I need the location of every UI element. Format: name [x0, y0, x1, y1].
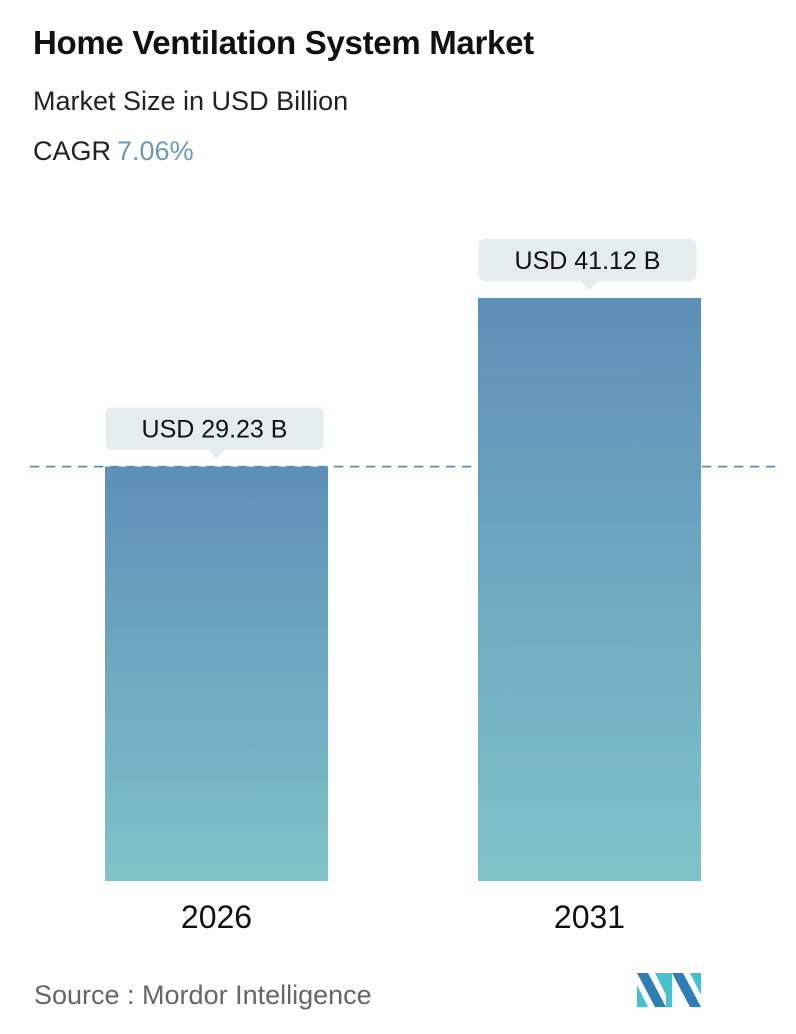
data-label-pointer: [207, 449, 226, 459]
bar-2031: [478, 298, 701, 881]
bar-2026: [105, 466, 328, 881]
chart-subtitle: Market Size in USD Billion: [33, 86, 349, 116]
source-text: Source : Mordor Intelligence: [34, 980, 372, 1010]
x-tick-label: 2026: [181, 899, 252, 935]
data-label: USD 41.12 B: [515, 247, 661, 275]
data-label-bubble: [478, 239, 697, 281]
data-label-pointer: [580, 281, 599, 290]
cagr: CAGR 7.06%: [33, 136, 194, 167]
data-label-bubble: [105, 407, 324, 450]
data-label: USD 29.23 B: [142, 416, 288, 444]
x-tick-label: 2031: [554, 899, 625, 935]
chart-title: Home Ventilation System Market: [33, 24, 534, 61]
cagr-value: 7.06%: [117, 136, 194, 166]
cagr-label: CAGR: [33, 136, 112, 166]
